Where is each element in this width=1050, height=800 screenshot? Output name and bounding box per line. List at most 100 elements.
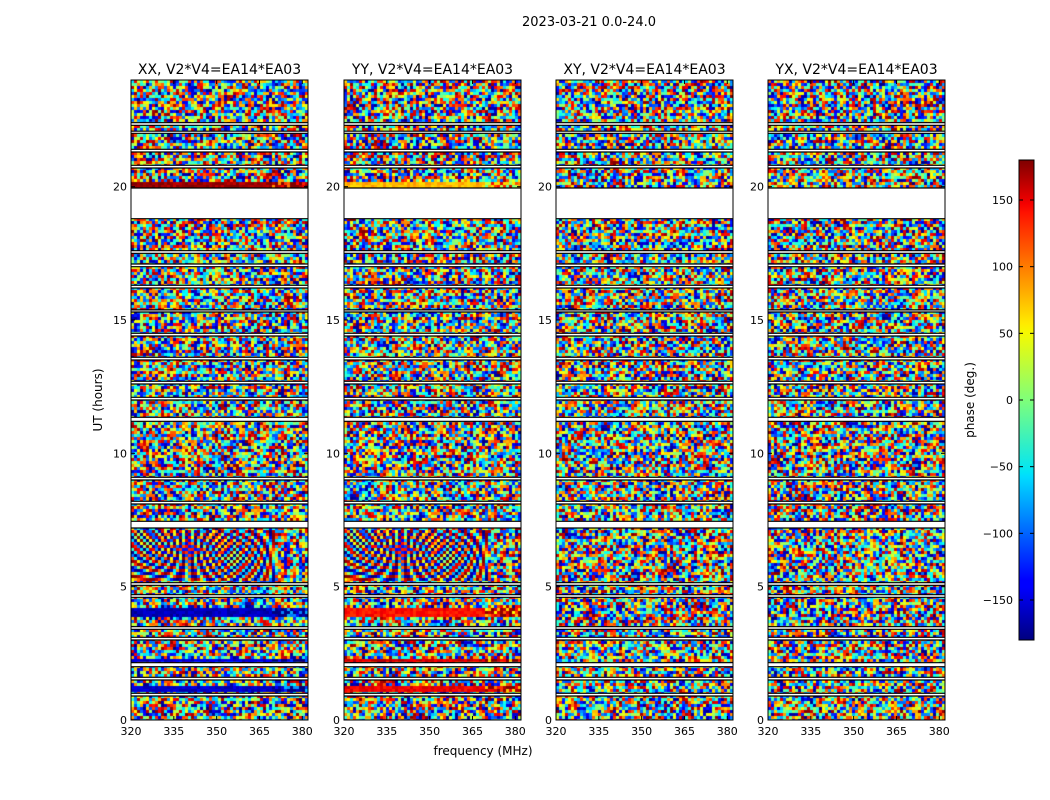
flag-gap (344, 637, 521, 640)
y-tick-label: 0 (757, 714, 764, 727)
flag-gap (768, 250, 945, 254)
flag-gap (131, 521, 308, 528)
flag-gap (768, 264, 945, 267)
colorbar-tick-label: −50 (990, 461, 1013, 474)
colorbar-tick-label: 100 (992, 261, 1013, 274)
y-tick-label: 5 (120, 581, 127, 594)
x-tick-label: 320 (121, 725, 142, 738)
flag-gap (344, 397, 521, 400)
flag-gap (768, 381, 945, 384)
y-tick-label: 0 (333, 714, 340, 727)
flag-gap (768, 188, 945, 219)
flag-gap (768, 417, 945, 422)
panel-title: YY, V2*V4=EA14*EA03 (351, 62, 513, 78)
flag-gap (131, 357, 308, 360)
y-axis-label: UT (hours) (91, 368, 105, 431)
figure-title: 2023-03-21 0.0-24.0 (522, 15, 656, 30)
colorbar-tick-label: 0 (1006, 394, 1013, 407)
flag-gap (556, 149, 733, 152)
flag-gap (768, 677, 945, 680)
flag-gap (131, 626, 308, 630)
panel-2: XY, V2*V4=EA14*EA03 320 335 350 365 380 0 5 10 15… (538, 62, 738, 738)
flag-gap (556, 477, 733, 480)
x-tick-label: 335 (376, 725, 397, 738)
colorbar-tick-label: −150 (983, 594, 1013, 607)
flag-gap (768, 149, 945, 152)
x-tick-label: 380 (929, 725, 950, 738)
flag-gap (131, 188, 308, 219)
flag-gap (131, 333, 308, 336)
flag-gap (131, 397, 308, 400)
flag-gap (131, 594, 308, 598)
flag-gap (131, 417, 308, 422)
flag-gap (556, 285, 733, 288)
colorbar-label: phase (deg.) (963, 362, 977, 438)
x-tick-label: 335 (163, 725, 184, 738)
x-tick-label: 320 (334, 725, 355, 738)
flag-gap (556, 693, 733, 696)
flag-gap (556, 264, 733, 267)
panel-frame (555, 79, 734, 721)
panel-3: YX, V2*V4=EA14*EA03 320 335 350 365 380 0 5 10 15… (750, 62, 950, 738)
x-tick-label: 335 (588, 725, 609, 738)
colorbar-ticks: 150 100 50 0 −50 −100 −150 (983, 194, 1034, 607)
flag-gap (556, 122, 733, 126)
flag-gap (768, 333, 945, 336)
x-axis-label: frequency (MHz) (433, 744, 532, 758)
flag-gap (768, 501, 945, 504)
flag-gap (556, 626, 733, 630)
flag-gap (131, 693, 308, 696)
flag-gap (768, 477, 945, 480)
flag-gap (344, 477, 521, 480)
flag-gap (131, 122, 308, 126)
flag-gap (556, 417, 733, 422)
colorbar-tick-label: 150 (992, 194, 1013, 207)
flag-gap (768, 357, 945, 360)
flag-gap (344, 582, 521, 586)
flag-gap (344, 188, 521, 219)
flag-gap (344, 501, 521, 504)
y-tick-label: 10 (750, 447, 764, 460)
flag-gap (556, 501, 733, 504)
colorbar-tick-label: 50 (999, 327, 1013, 340)
y-tick-label: 15 (750, 314, 764, 327)
flag-gap (768, 662, 945, 667)
flag-gap (131, 285, 308, 288)
flag-gap (131, 309, 308, 312)
x-tick-label: 365 (249, 725, 270, 738)
flag-gap (768, 285, 945, 288)
flag-gap (768, 309, 945, 312)
flag-gap (344, 264, 521, 267)
flag-gap (344, 333, 521, 336)
y-tick-label: 20 (113, 181, 127, 194)
x-tick-label: 365 (886, 725, 907, 738)
y-tick-label: 10 (113, 447, 127, 460)
flag-gap (556, 131, 733, 134)
flag-gap (768, 594, 945, 598)
x-tick-label: 365 (462, 725, 483, 738)
flag-gap (131, 582, 308, 586)
panel-0: XX, V2*V4=EA14*EA03 320 335 350 365 380 0 5 10 15… (113, 62, 313, 738)
y-tick-label: 15 (326, 314, 340, 327)
flag-gap (556, 165, 733, 168)
flag-gap (131, 149, 308, 152)
panel-title: XY, V2*V4=EA14*EA03 (563, 62, 725, 78)
flag-gap (556, 309, 733, 312)
y-tick-label: 20 (538, 181, 552, 194)
x-tick-label: 350 (419, 725, 440, 738)
flag-gap (344, 381, 521, 384)
flag-gap (344, 309, 521, 312)
flag-gap (131, 637, 308, 640)
flag-gap (556, 333, 733, 336)
y-tick-label: 10 (326, 447, 340, 460)
flag-gap (556, 677, 733, 680)
flag-gap (344, 662, 521, 667)
x-tick-label: 335 (800, 725, 821, 738)
x-tick-label: 365 (674, 725, 695, 738)
flag-gap (768, 582, 945, 586)
flag-gap (131, 477, 308, 480)
flag-gap (344, 357, 521, 360)
flag-gap (344, 693, 521, 696)
y-tick-label: 15 (538, 314, 552, 327)
